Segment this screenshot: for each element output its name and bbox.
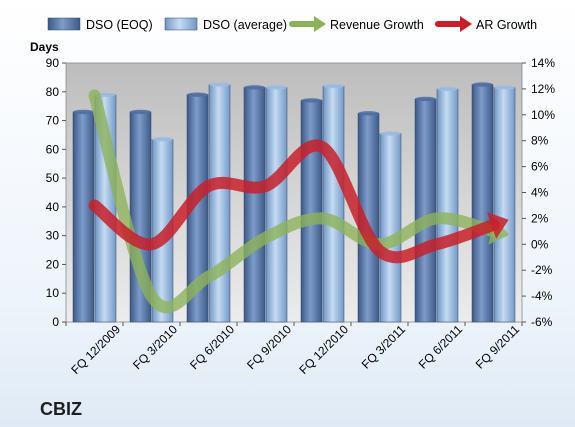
legend-label: AR Growth: [476, 18, 537, 32]
y-tick-label: 40: [46, 200, 60, 214]
x-tick-label: FQ 9/2011: [473, 322, 523, 372]
y2-tick-label: 2%: [531, 211, 549, 225]
y-tick-label: 10: [46, 286, 60, 300]
bar-dso-eoq: [471, 84, 494, 323]
bar-cap: [415, 96, 436, 102]
legend: DSO (EOQ) DSO (average) Revenue Growth AR G…: [47, 16, 537, 32]
bar-cap: [73, 109, 94, 115]
x-axis: FQ 12/2009 FQ 3/2010 FQ 6/2010 FQ 9/2010 FQ …: [65, 322, 523, 377]
bar-cap: [380, 131, 401, 136]
legend-label: DSO (average): [203, 18, 287, 32]
bar-dso-average: [379, 133, 402, 323]
x-tick-label: FQ 12/2009: [68, 322, 123, 377]
legend-swatch-dso-eoq: [47, 17, 81, 31]
y-tick-label: 30: [46, 229, 60, 243]
bar-dso-eoq: [300, 100, 323, 323]
y-tick-label: 0: [52, 315, 59, 329]
y2-tick-label: -4%: [531, 289, 553, 303]
y-tick-label: 80: [46, 85, 60, 99]
y2-tick-label: 8%: [531, 134, 549, 148]
legend-swatch-arrow: [460, 16, 472, 32]
bar-dso-average: [208, 84, 231, 323]
y2-tick-label: 6%: [531, 160, 549, 174]
x-tick-label: FQ 6/2011: [416, 322, 466, 372]
y-axis: 0 10 20 30 40 50 60 70 80 90: [46, 56, 66, 329]
x-tick-label: FQ 12/2010: [296, 322, 351, 377]
y2-tick-label: 4%: [531, 186, 549, 200]
y-tick-label: 90: [46, 56, 60, 70]
revenue-growth-line: [88, 89, 500, 314]
legend-label: DSO (EOQ): [86, 18, 153, 32]
legend-label: Revenue Growth: [330, 18, 424, 32]
bar-dso-average: [436, 88, 459, 323]
line-series: [88, 89, 510, 314]
y-tick-label: 50: [46, 171, 60, 185]
y2-tick-label: -6%: [531, 315, 553, 329]
legend-swatch-dso-average: [164, 17, 198, 31]
y2-axis: -6% -4% -2% 0% 2% 4% 6% 8% 10% 12% 14%: [522, 56, 555, 329]
y2-tick-label: 0%: [531, 237, 549, 251]
bar-dso-average: [322, 85, 345, 323]
bar-cap: [187, 92, 208, 97]
y-tick-label: 70: [46, 114, 60, 128]
bar-cap: [209, 82, 230, 87]
ar-growth-line: [88, 139, 500, 264]
bar-dso-eoq: [414, 98, 437, 323]
x-tick-label: FQ 9/2010: [244, 322, 294, 372]
bar-cap: [323, 83, 344, 89]
y2-tick-label: 12%: [531, 82, 555, 96]
x-tick-label: FQ 3/2010: [130, 322, 180, 372]
bar-dso-eoq: [72, 111, 95, 323]
y-tick-label: 60: [46, 142, 60, 156]
bar-cap: [358, 111, 379, 116]
x-tick-label: FQ 3/2011: [359, 322, 409, 372]
y2-tick-label: 10%: [531, 108, 555, 122]
bar-cap: [437, 86, 458, 92]
bar-cap: [244, 85, 265, 90]
bar-cap: [266, 85, 287, 90]
ar-growth-arrowhead: [487, 212, 509, 239]
bar-cap: [130, 109, 151, 115]
x-tick-label: FQ 6/2010: [187, 322, 237, 372]
bar-cap: [152, 137, 173, 142]
bar-dso-average: [493, 87, 516, 323]
y-tick-label: 20: [46, 257, 60, 271]
bar-dso-eoq: [243, 87, 266, 323]
bar-dso-average: [265, 87, 288, 323]
y2-tick-label: 14%: [531, 56, 555, 70]
y-axis-label: Days: [30, 40, 59, 54]
chart-title: CBIZ: [40, 399, 82, 419]
legend-swatch-arrow: [314, 16, 326, 32]
bar-cap: [301, 98, 322, 103]
bar-cap: [494, 85, 515, 90]
bar-cap: [472, 82, 493, 87]
y2-tick-label: -2%: [531, 263, 553, 277]
